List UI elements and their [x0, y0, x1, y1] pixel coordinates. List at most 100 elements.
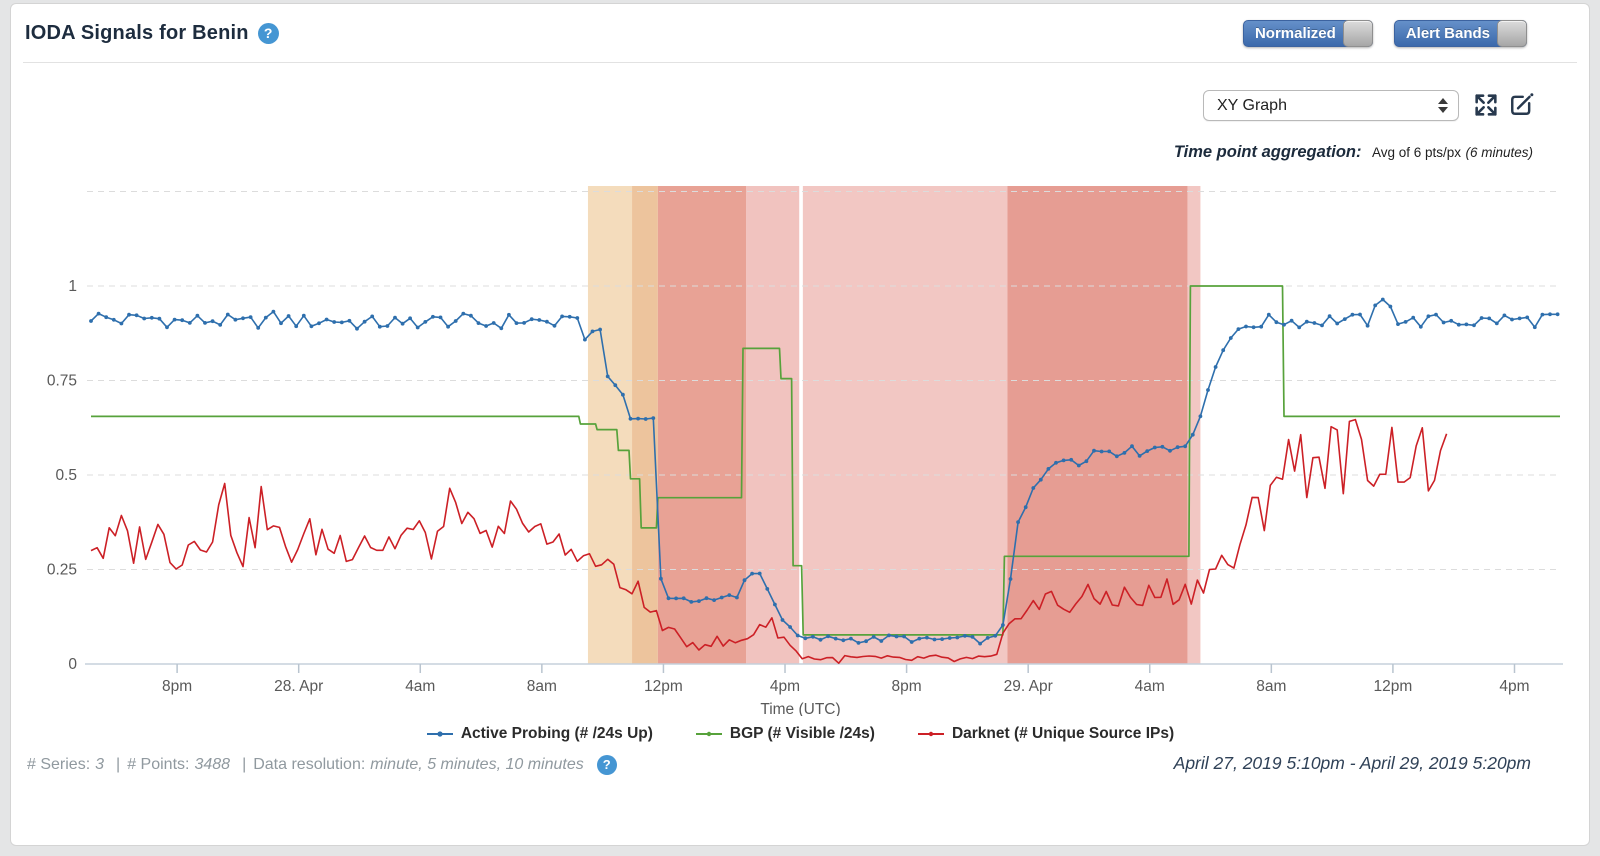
series-marker [879, 639, 884, 643]
series-marker [1373, 303, 1378, 308]
series-marker [598, 327, 602, 332]
title-help-icon[interactable]: ? [257, 23, 279, 44]
alert-bands-toggle[interactable]: Alert Bands [1393, 20, 1527, 47]
series-marker [256, 326, 261, 330]
series-marker [552, 323, 557, 328]
resolution-help-icon[interactable]: ? [596, 755, 617, 775]
edit-pencil-square-icon[interactable] [1507, 91, 1535, 119]
series-marker [1069, 457, 1074, 462]
series-marker [507, 312, 511, 317]
series-marker [225, 312, 230, 317]
series-marker [172, 317, 177, 322]
series-marker [803, 636, 808, 641]
series-marker [271, 309, 276, 314]
chart-stats: # Series: 3 | # Points: 3488 | Data reso… [27, 755, 617, 775]
series-marker [902, 634, 906, 639]
series-marker [165, 325, 169, 330]
series-marker [1403, 320, 1408, 324]
series-marker [719, 595, 724, 600]
legend-item-darknet[interactable]: Darknet (# Unique Source IPs) [917, 725, 1174, 743]
expand-fullscreen-icon[interactable] [1472, 91, 1500, 119]
series-marker [993, 633, 998, 638]
series-marker [613, 383, 618, 388]
series-marker [818, 637, 823, 642]
x-axis-title: Time (UTC) [760, 701, 840, 716]
series-marker [180, 318, 185, 323]
series-marker [431, 314, 435, 319]
series-marker [674, 596, 678, 601]
series-marker [1479, 316, 1484, 320]
series-marker [149, 315, 154, 320]
series-marker [1555, 312, 1560, 317]
series-marker [742, 578, 747, 583]
series-marker [127, 312, 131, 317]
legend-label: Darknet (# Unique Source IPs) [951, 725, 1175, 742]
normalized-toggle[interactable]: Normalized [1242, 20, 1373, 47]
series-marker [203, 321, 207, 325]
series-marker [666, 596, 671, 601]
series-marker [233, 317, 238, 322]
series-marker [119, 321, 124, 326]
ioda-signals-card: IODA Signals for Benin ? Normalized Aler… [10, 3, 1590, 846]
xy-graph-plot[interactable]: 8pm 28. Apr 4am 8am 12pm 4pm 8pm 29. Apr 4am 8am 1… [11, 4, 1590, 716]
points-count-label: # Points: [127, 756, 190, 773]
series-marker [1327, 314, 1332, 319]
series-marker [104, 315, 109, 320]
series-marker [1411, 315, 1416, 320]
series-marker [1510, 317, 1514, 322]
resolution-label: Data resolution: [253, 756, 366, 773]
series-marker [461, 311, 466, 316]
series-marker [385, 324, 390, 328]
time-point-aggregation: Time point aggregation: Avg of 6 pts/px … [1174, 143, 1533, 162]
series-marker [362, 319, 367, 324]
y-tick-label: 0.75 [47, 373, 77, 390]
series-marker [947, 636, 952, 640]
series-marker [263, 315, 268, 320]
series-marker [628, 416, 633, 421]
series-marker [757, 571, 762, 576]
series-marker [1380, 297, 1385, 302]
legend-item-active-probing[interactable]: Active Probing (# /24s Up) [426, 725, 653, 743]
chart-legend: Active Probing (# /24s Up) BGP (# Visibl… [11, 725, 1589, 743]
series-marker [469, 313, 473, 318]
series-marker [377, 324, 382, 329]
series-marker [1099, 449, 1104, 454]
series-marker [446, 324, 450, 329]
graph-type-select[interactable]: XY Graph [1203, 90, 1459, 121]
series-marker [780, 618, 785, 622]
series-marker [1183, 444, 1188, 449]
series-marker [248, 315, 253, 319]
series-marker [970, 635, 975, 639]
series-marker [309, 324, 314, 329]
y-tick-label: 0.5 [55, 467, 77, 484]
series-marker [704, 596, 709, 601]
series-marker [1001, 623, 1005, 627]
series-marker [218, 323, 223, 327]
alert-bands-toggle-label: Alert Bands [1405, 25, 1490, 42]
alert-bands-toggle-knob[interactable] [1497, 20, 1527, 47]
series-marker [1016, 520, 1020, 524]
x-tick-label: 8am [527, 678, 557, 695]
x-tick-label: 29. Apr [1004, 678, 1053, 695]
series-marker [1418, 324, 1423, 329]
series-marker [1365, 323, 1370, 328]
legend-label: Active Probing (# /24s Up) [460, 725, 653, 742]
series-marker [887, 633, 891, 638]
series-marker [1244, 324, 1248, 329]
series-marker [1525, 315, 1530, 320]
legend-item-bgp[interactable]: BGP (# Visible /24s) [695, 725, 875, 743]
series-marker [1236, 327, 1241, 331]
series-marker [370, 314, 375, 319]
series-marker [111, 317, 116, 322]
x-tick-label: 28. Apr [274, 678, 323, 695]
x-tick-label: 12pm [1374, 678, 1413, 695]
series-marker [1388, 304, 1393, 309]
series-marker [1441, 320, 1446, 325]
normalized-toggle-knob[interactable] [1342, 20, 1373, 47]
series-marker [1145, 449, 1150, 453]
series-marker [522, 321, 526, 325]
series-marker [575, 316, 580, 320]
series-marker [651, 416, 656, 420]
series-marker [355, 326, 359, 331]
series-marker [438, 315, 443, 320]
